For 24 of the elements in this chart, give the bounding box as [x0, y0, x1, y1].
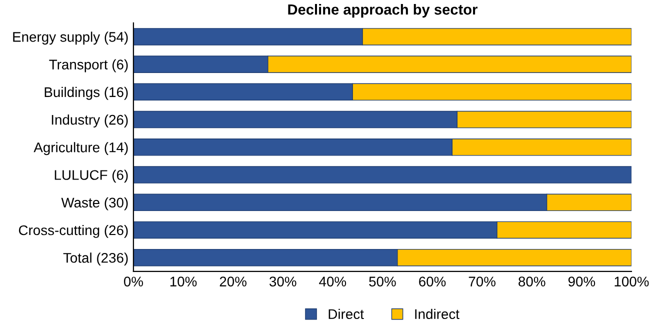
x-tick-label: 100% [614, 276, 649, 286]
x-tick-label: 50% [369, 276, 396, 286]
bar [133, 166, 632, 184]
y-tick-label: Industry (26) [52, 114, 128, 128]
x-tick-label: 30% [269, 276, 296, 286]
x-tick-label: 90% [568, 276, 596, 286]
y-tick-label: LULUCF (6) [54, 170, 128, 183]
y-tick-label: Waste (30) [61, 197, 128, 210]
x-tick-label: 10% [170, 276, 197, 286]
x-tick-label: 20% [220, 276, 246, 286]
x-tick-label: 70% [468, 276, 496, 286]
y-tick-label: Transport (6) [49, 59, 128, 72]
legend-label: Indirect [415, 308, 460, 320]
y-tick-label: Agriculture (14) [34, 142, 128, 156]
legend-label: Direct [328, 308, 364, 320]
chart-title: Decline approach by sector [288, 4, 478, 18]
x-tick-label: 40% [319, 276, 346, 286]
y-tick-label: Energy supply (54) [13, 32, 128, 45]
y-tick-label: Total (236) [63, 252, 128, 266]
x-tick-label: 60% [419, 276, 446, 286]
y-tick-label: Cross-cutting (26) [18, 224, 128, 238]
x-tick-label: 80% [518, 276, 546, 286]
x-tick-label: 0% [124, 276, 143, 286]
y-tick-label: Buildings (16) [44, 86, 128, 100]
